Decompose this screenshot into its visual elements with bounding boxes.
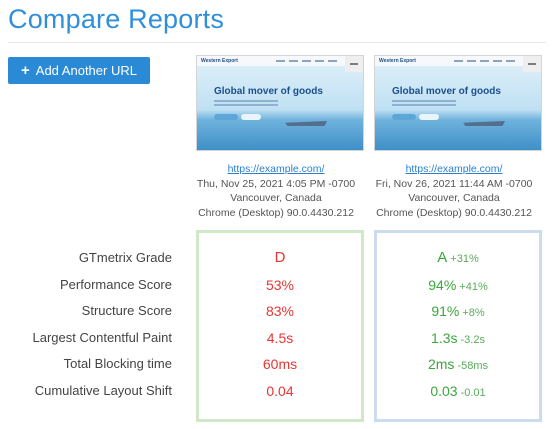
performance-score-value: 94% — [428, 276, 457, 293]
tbt-value: 60ms — [262, 356, 298, 373]
screenshot-paragraph — [392, 100, 456, 102]
report-browser: Chrome (Desktop) 90.0.4430.212 — [376, 206, 532, 219]
gtmetrix-grade-value: A — [437, 249, 448, 266]
plus-icon: + — [21, 62, 30, 79]
screenshot-nav-links — [454, 60, 515, 62]
add-another-url-label: Add Another URL — [35, 63, 137, 78]
screenshot-nav-links — [276, 60, 337, 62]
report-browser: Chrome (Desktop) 90.0.4430.212 — [198, 206, 354, 219]
minimize-icon[interactable] — [345, 56, 363, 72]
report-values-2: A +31% 94% +41% 91% +8% 1.3s -3.2s 2ms -58ms … — [374, 230, 542, 422]
screenshot-hero: Global mover of goods — [197, 66, 363, 150]
screenshot-cta — [392, 114, 416, 120]
metric-labels: GTmetrix Grade Performance Score Structu… — [33, 245, 172, 405]
metric-label-tbt: Total Blocking time — [63, 356, 172, 372]
cls-value: 0.03 — [430, 382, 458, 399]
screenshot-hero: Global mover of goods — [375, 66, 541, 150]
structure-score-value: 91% — [431, 303, 460, 320]
performance-score-delta: +41% — [459, 280, 488, 293]
gtmetrix-grade-value: D — [274, 249, 286, 266]
structure-score-row: 91% +8% — [377, 298, 539, 325]
tbt-delta: -58ms — [457, 360, 488, 373]
structure-score-value: 83% — [265, 303, 295, 320]
tbt-value: 2ms — [427, 356, 455, 373]
screenshot-ship — [463, 121, 505, 126]
cls-row: 0.03 -0.01 — [377, 378, 539, 405]
screenshot-nav-bar: Western Export — [375, 56, 541, 66]
screenshot-ship — [285, 121, 327, 126]
title-divider — [8, 42, 546, 43]
gtmetrix-grade-row: A +31% — [377, 245, 539, 272]
performance-score-row: 94% +41% — [377, 272, 539, 299]
lcp-row: 1.3s -3.2s — [377, 325, 539, 352]
add-another-url-button[interactable]: + Add Another URL — [8, 57, 150, 84]
screenshot-cta — [214, 114, 238, 120]
report-meta-1: https://example.com/ Thu, Nov 25, 2021 4… — [187, 162, 365, 220]
screenshot-paragraph — [214, 100, 278, 102]
report-url-link[interactable]: https://example.com/ — [405, 163, 503, 175]
screenshot-logo: Western Export — [379, 58, 416, 64]
report-values-1: D 53% 83% 4.5s 60ms 0.04 — [196, 230, 364, 422]
metric-label-cls: Cumulative Layout Shift — [34, 382, 172, 398]
page-title: Compare Reports — [8, 4, 225, 34]
report-location: Vancouver, Canada — [408, 192, 500, 204]
minimize-icon[interactable] — [523, 56, 541, 72]
screenshot-cta-secondary — [241, 114, 261, 120]
metric-label-structure-score: Structure Score — [81, 303, 172, 319]
metric-label-performance-score: Performance Score — [60, 276, 172, 292]
report-screenshot-1[interactable]: Western Export Global mover of goods — [196, 55, 364, 151]
performance-score-value: 53% — [265, 276, 295, 293]
cls-delta: -0.01 — [460, 386, 486, 399]
gtmetrix-grade-delta: +31% — [450, 253, 479, 265]
report-url-link[interactable]: https://example.com/ — [227, 163, 325, 175]
report-location: Vancouver, Canada — [230, 192, 322, 204]
report-meta-2: https://example.com/ Fri, Nov 26, 2021 1… — [365, 162, 543, 220]
lcp-value: 4.5s — [266, 329, 294, 346]
structure-score-delta: +8% — [462, 307, 485, 320]
screenshot-logo: Western Export — [201, 58, 238, 64]
metric-label-lcp: Largest Contentful Paint — [32, 329, 172, 345]
screenshot-headline: Global mover of goods — [392, 86, 501, 97]
tbt-row: 2ms -58ms — [377, 351, 539, 378]
metric-label-gtmetrix-grade: GTmetrix Grade — [78, 250, 172, 265]
screenshot-headline: Global mover of goods — [214, 86, 323, 97]
cls-value: 0.04 — [266, 382, 294, 399]
lcp-delta: -3.2s — [460, 333, 485, 346]
report-date: Fri, Nov 26, 2021 11:44 AM -0700 — [375, 177, 533, 190]
screenshot-cta-secondary — [419, 114, 439, 120]
lcp-value: 1.3s — [431, 329, 458, 346]
report-date: Thu, Nov 25, 2021 4:05 PM -0700 — [196, 177, 356, 190]
screenshot-nav-bar: Western Export — [197, 56, 363, 66]
report-screenshot-2[interactable]: Western Export Global mover of goods — [374, 55, 542, 151]
